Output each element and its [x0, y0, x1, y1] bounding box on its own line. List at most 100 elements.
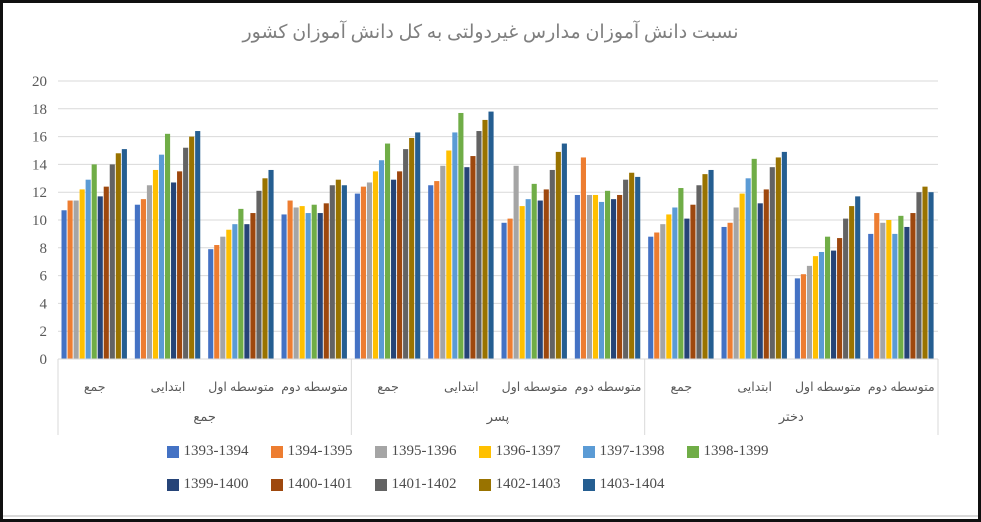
- category-label: متوسطه دوم: [575, 380, 642, 395]
- y-axis-label: 8: [40, 241, 48, 257]
- bar: [666, 214, 672, 359]
- legend-label: 1394-1395: [287, 443, 353, 459]
- bar: [586, 194, 593, 359]
- legend-item: 1397-1398: [582, 443, 687, 460]
- legend-swatch: [166, 445, 179, 458]
- category-label: جمع: [377, 380, 399, 394]
- y-axis-label: 20: [32, 74, 47, 90]
- legend-swatch: [374, 445, 387, 458]
- bar: [898, 215, 904, 359]
- bar: [287, 200, 293, 359]
- bar: [690, 204, 696, 359]
- category-label: جمع: [671, 380, 693, 394]
- bar: [115, 153, 121, 359]
- bar: [214, 245, 220, 359]
- legend-item: 1394-1395: [270, 443, 375, 460]
- legend-item: 1393-1394: [166, 443, 271, 460]
- bar: [855, 196, 861, 359]
- bar: [781, 151, 787, 359]
- bar: [268, 169, 274, 359]
- legend-label: 1401-1402: [391, 476, 457, 492]
- bar: [378, 160, 385, 359]
- legend-swatch: [270, 478, 283, 491]
- bar: [256, 190, 262, 359]
- legend-label: 1403-1404: [599, 476, 665, 492]
- bar: [831, 250, 837, 359]
- category-label: متوسطه دوم: [281, 380, 348, 395]
- category-label: متوسطه اول: [502, 380, 568, 395]
- legend-item: 1395-1396: [374, 443, 479, 460]
- bar: [708, 169, 714, 359]
- bar: [329, 185, 335, 359]
- bar: [733, 207, 739, 359]
- bar: [446, 150, 452, 359]
- group-label: پسر: [486, 409, 510, 425]
- y-axis-label: 18: [32, 102, 47, 118]
- bar: [598, 201, 605, 359]
- bar: [323, 203, 329, 359]
- bar: [354, 193, 360, 359]
- bar: [208, 249, 214, 359]
- y-axis-label: 6: [40, 269, 48, 285]
- bar: [678, 188, 684, 359]
- bar: [183, 147, 189, 359]
- bar: [482, 119, 488, 359]
- legend-swatch: [686, 445, 699, 458]
- legend-item: 1402-1403: [478, 476, 583, 493]
- legend-label: 1393-1394: [183, 443, 249, 459]
- bar: [611, 199, 617, 359]
- legend-swatch: [166, 478, 179, 491]
- bar: [727, 222, 733, 359]
- bar: [79, 189, 85, 359]
- category-label: ابتدایی: [737, 380, 772, 394]
- legend-label: 1395-1396: [391, 443, 457, 459]
- bar: [580, 157, 586, 359]
- bar: [648, 236, 654, 359]
- bar: [428, 185, 434, 359]
- bar: [812, 256, 819, 359]
- bar: [262, 178, 268, 359]
- legend-label: 1399-1400: [183, 476, 249, 492]
- bar: [109, 164, 115, 359]
- bar: [739, 193, 745, 359]
- legend-swatch: [478, 445, 491, 458]
- y-axis-label: 2: [40, 324, 48, 340]
- bar: [561, 143, 567, 359]
- bar: [702, 174, 708, 359]
- bar: [152, 169, 159, 359]
- category-label: متوسطه اول: [208, 380, 274, 395]
- bar: [244, 224, 250, 359]
- bar: [464, 167, 470, 359]
- bar: [299, 206, 305, 359]
- y-axis-label: 0: [40, 352, 48, 368]
- bar: [654, 232, 660, 359]
- y-axis-label: 14: [32, 157, 48, 173]
- legend-swatch: [270, 445, 283, 458]
- bar: [501, 222, 507, 359]
- bar: [372, 171, 379, 359]
- bar: [391, 179, 397, 359]
- bar: [635, 176, 641, 359]
- bar: [745, 178, 751, 359]
- legend-swatch: [582, 478, 595, 491]
- bar: [672, 207, 678, 359]
- bar: [928, 192, 934, 359]
- bar: [843, 218, 849, 359]
- bar: [250, 213, 256, 359]
- bar: [409, 137, 415, 359]
- bar: [146, 185, 153, 359]
- category-label: متوسطه اول: [795, 380, 861, 395]
- category-label: متوسطه دوم: [868, 380, 935, 395]
- bar: [85, 179, 91, 359]
- bar: [335, 179, 341, 359]
- bar: [476, 131, 482, 359]
- y-axis-label: 12: [32, 185, 47, 201]
- bar: [177, 171, 183, 359]
- bar: [171, 182, 177, 359]
- bar: [775, 157, 781, 359]
- bar: [794, 278, 800, 359]
- bar: [434, 181, 440, 359]
- bar: [684, 218, 690, 359]
- bar: [91, 164, 97, 359]
